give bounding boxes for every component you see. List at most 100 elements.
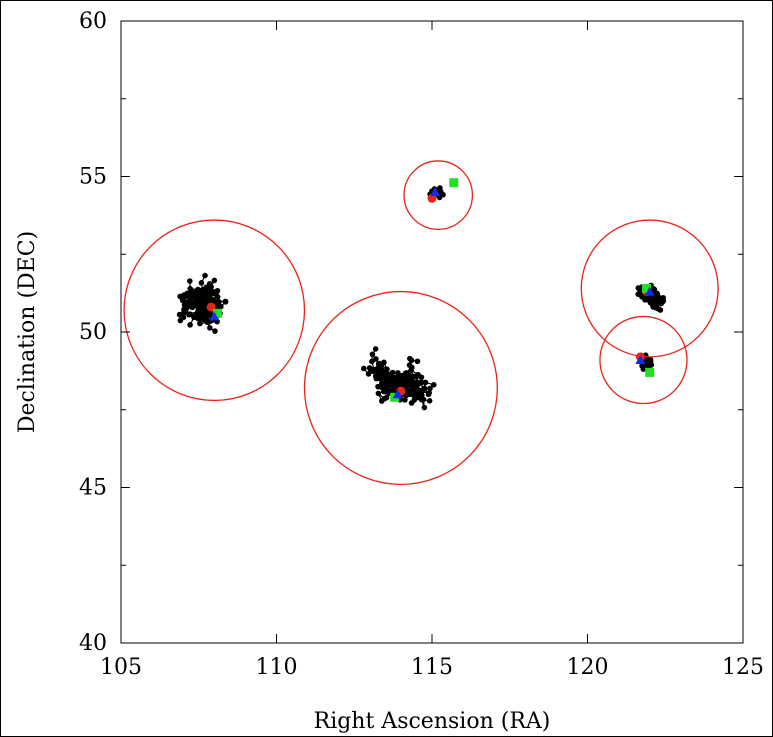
data-point	[415, 371, 421, 378]
y-tick-label: 55	[79, 165, 107, 190]
data-point	[427, 385, 433, 392]
data-point	[187, 278, 193, 284]
data-point	[216, 299, 222, 305]
data-point	[398, 373, 405, 379]
data-point	[195, 309, 202, 316]
x-tick-label: 110	[256, 655, 298, 680]
data-point	[383, 394, 390, 401]
data-point	[651, 286, 658, 293]
cluster-circle	[123, 219, 306, 402]
data-point	[369, 351, 376, 358]
data-point	[201, 294, 208, 301]
data-point	[383, 376, 390, 382]
blue-center-marker	[644, 286, 655, 296]
data-point	[402, 373, 409, 379]
data-point	[360, 365, 367, 372]
data-point	[205, 319, 212, 326]
data-point	[410, 373, 417, 380]
data-point	[378, 398, 385, 404]
data-point	[382, 388, 388, 395]
data-point	[430, 381, 437, 388]
data-point	[196, 300, 203, 306]
data-point	[204, 298, 210, 305]
data-point	[372, 346, 379, 352]
data-point	[647, 356, 654, 363]
data-point	[366, 365, 373, 371]
green-center-marker	[212, 308, 222, 318]
data-point	[635, 291, 641, 297]
data-point	[369, 358, 375, 365]
data-point	[655, 298, 662, 304]
data-point	[197, 320, 203, 327]
data-point	[420, 387, 426, 394]
data-point	[382, 370, 388, 377]
data-point	[408, 367, 414, 373]
x-tick-label: 115	[411, 655, 453, 680]
data-point	[381, 359, 387, 366]
data-point	[407, 355, 413, 362]
data-point	[440, 191, 446, 198]
data-point	[211, 277, 218, 284]
data-point	[657, 307, 664, 313]
cluster-circle	[303, 290, 498, 486]
data-point	[179, 297, 186, 304]
data-point	[418, 379, 425, 386]
data-point	[188, 287, 194, 293]
blue-center-marker	[635, 354, 646, 364]
data-point	[212, 328, 218, 334]
data-point	[222, 299, 229, 305]
data-point	[411, 391, 418, 398]
axis-ticks: 105 110 115 120 125 40 45 50 55 60	[79, 9, 764, 680]
data-point	[218, 303, 224, 310]
data-point	[391, 379, 398, 385]
blue-center-marker	[392, 389, 403, 399]
data-point	[184, 290, 190, 297]
data-point	[378, 380, 385, 386]
cluster-circle	[580, 219, 719, 358]
data-point	[180, 314, 187, 321]
data-point	[385, 382, 391, 389]
green-center-marker	[449, 178, 459, 188]
data-point	[373, 356, 379, 362]
x-tick-label: 105	[100, 655, 142, 680]
data-point	[402, 397, 408, 403]
y-tick-label: 40	[79, 631, 107, 656]
data-point	[365, 371, 372, 377]
data-point	[198, 280, 205, 286]
cluster-circle	[599, 315, 688, 405]
data-point	[640, 366, 647, 372]
data-point	[202, 272, 208, 279]
data-point	[378, 366, 385, 373]
data-point	[210, 290, 216, 296]
data-point	[426, 398, 433, 404]
y-tick-label: 60	[79, 9, 107, 34]
data-point	[206, 312, 212, 319]
data-point	[214, 294, 221, 300]
data-point	[375, 390, 382, 397]
data-point	[187, 295, 193, 302]
cluster-markers	[206, 178, 655, 402]
data-point	[414, 358, 421, 365]
x-tick-label: 125	[722, 655, 764, 680]
data-point	[375, 361, 382, 367]
y-axis-label: Declination (DEC)	[15, 231, 40, 433]
data-point	[206, 281, 213, 287]
green-center-marker	[645, 367, 655, 377]
blue-center-marker	[209, 311, 220, 321]
data-point	[375, 372, 381, 378]
cluster-circles	[123, 160, 719, 486]
data-point	[426, 390, 432, 396]
y-tick-label: 50	[79, 320, 107, 345]
x-axis-label: Right Ascension (RA)	[314, 709, 551, 734]
data-point	[191, 302, 198, 309]
data-point	[186, 311, 192, 318]
data-point	[406, 362, 413, 368]
data-point	[413, 382, 420, 388]
cluster-circle	[403, 160, 474, 231]
data-point	[379, 384, 385, 391]
data-point	[181, 302, 188, 308]
y-tick-label: 45	[79, 476, 107, 501]
x-tick-label: 120	[567, 655, 609, 680]
data-point	[207, 325, 213, 331]
